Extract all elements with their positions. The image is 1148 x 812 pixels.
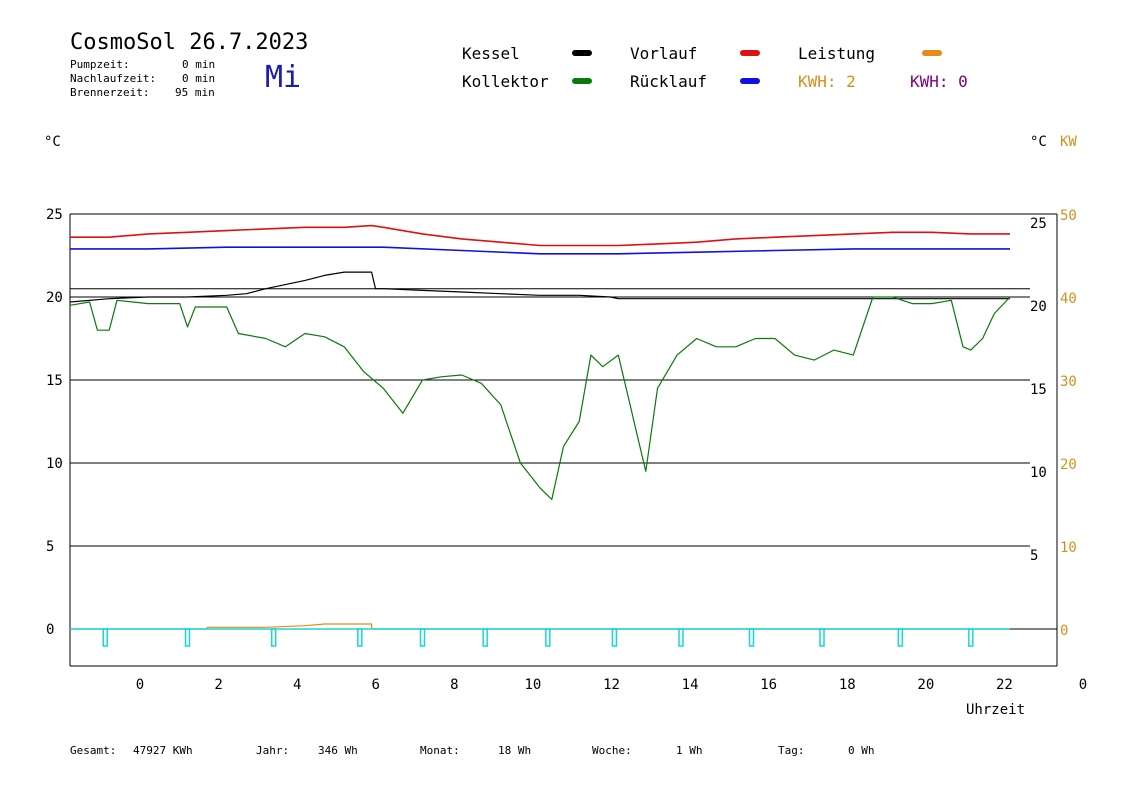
y-tick-left: 0: [46, 622, 54, 638]
pump-pulse: [897, 628, 904, 647]
footer-gesamt-value: 47927 KWh: [133, 744, 193, 757]
page-title: CosmoSol 26.7.2023: [70, 30, 309, 55]
pump-pulse: [419, 628, 426, 647]
footer-woche-value: 1 Wh: [676, 744, 703, 757]
legend-kwh1: KWH: 2: [798, 72, 856, 91]
pump-pulse: [184, 628, 191, 647]
footer-tag-value: 0 Wh: [848, 744, 875, 757]
stat-brennerzeit-label: Brennerzeit:: [70, 86, 150, 99]
x-tick: 12: [603, 677, 620, 693]
kw-unit-label: KW: [1060, 134, 1077, 150]
y-tick-left: 20: [46, 290, 63, 306]
y-tick-right-kw: 0: [1060, 623, 1068, 639]
x-tick: 16: [760, 677, 777, 693]
pump-layer: [70, 628, 1010, 647]
legend-ruecklauf-label: Rücklauf: [630, 72, 708, 91]
pump-pulse: [819, 628, 825, 647]
legend-kollektor-label: Kollektor: [462, 72, 549, 91]
legend-leistung-swatch: [922, 50, 942, 56]
footer-gesamt-label: Gesamt:: [70, 744, 117, 757]
series-kollektor: [69, 296, 1011, 501]
y-tick-right-c: 15: [1030, 382, 1047, 398]
y-tick-right-c: 10: [1030, 465, 1047, 481]
x-tick: 8: [450, 677, 458, 693]
y-tick-right-kw: 10: [1060, 540, 1077, 556]
y-tick-left: 15: [46, 373, 63, 389]
x-tick: 20: [917, 677, 934, 693]
legend-vorlauf-label: Vorlauf: [630, 44, 698, 63]
y-tick-right-c: 5: [1030, 548, 1038, 564]
grid-layer: [69, 213, 1058, 667]
x-tick: 0: [1079, 677, 1087, 693]
pump-pulse: [357, 628, 363, 647]
y-tick-right-kw: 20: [1060, 457, 1077, 473]
x-tick: 2: [214, 677, 222, 693]
stat-pumpzeit-label: Pumpzeit:: [70, 58, 130, 71]
y-tick-right-c: 25: [1030, 216, 1047, 232]
series-vorlauf: [70, 224, 1010, 247]
y-tick-left: 25: [46, 207, 63, 223]
y-tick-left: 5: [46, 539, 54, 555]
series-ruecklauf: [70, 246, 1010, 255]
stat-brennerzeit-value: 95 min: [175, 86, 215, 99]
legend-kessel-swatch: [572, 50, 592, 56]
x-tick: 18: [839, 677, 856, 693]
legend-vorlauf-swatch: [740, 50, 760, 56]
pump-pulse: [270, 628, 277, 647]
x-axis-label: Uhrzeit: [966, 702, 1026, 718]
y-tick-right-c: 20: [1030, 299, 1047, 315]
stat-pumpzeit-value: 0 min: [182, 58, 216, 71]
legend-leistung-label: Leistung: [798, 44, 876, 63]
left-unit-label: °C: [44, 134, 61, 150]
pump-pulse: [968, 628, 974, 647]
series-layer: [69, 224, 1011, 630]
x-tick: 0: [136, 677, 144, 693]
footer-woche-label: Woche:: [592, 744, 632, 757]
x-tick: 4: [293, 677, 301, 693]
pump-pulse: [102, 628, 108, 647]
legend-kessel-label: Kessel: [462, 44, 520, 63]
footer-jahr-label: Jahr:: [256, 744, 290, 757]
legend-ruecklauf-swatch: [740, 78, 760, 84]
pump-pulse: [545, 628, 551, 647]
legend-kollektor-swatch: [572, 78, 592, 84]
pump-pulse: [748, 628, 755, 647]
legend-kwh2: KWH: 0: [910, 72, 968, 91]
x-tick: 6: [372, 677, 380, 693]
y-tick-left: 10: [46, 456, 63, 472]
pump-pulse: [482, 628, 488, 647]
footer-jahr-value: 346 Wh: [318, 744, 358, 757]
y-tick-right-kw: 30: [1060, 374, 1077, 390]
right-unit-label: °C: [1030, 134, 1047, 150]
pump-pulse: [678, 628, 684, 647]
x-tick: 10: [524, 677, 541, 693]
series-kessel: [69, 271, 1010, 303]
footer-tag-label: Tag:: [778, 744, 805, 757]
footer-monat-value: 18 Wh: [498, 744, 532, 757]
weekday-label: Mi: [265, 60, 302, 95]
y-tick-right-kw: 40: [1060, 291, 1077, 307]
x-tick: 22: [996, 677, 1013, 693]
stat-nachlaufzeit-value: 0 min: [182, 72, 216, 85]
stat-nachlaufzeit-label: Nachlaufzeit:: [70, 72, 157, 85]
y-tick-right-kw: 50: [1060, 208, 1077, 224]
x-tick: 14: [682, 677, 699, 693]
footer-monat-label: Monat:: [420, 744, 460, 757]
pump-pulse: [611, 628, 618, 647]
